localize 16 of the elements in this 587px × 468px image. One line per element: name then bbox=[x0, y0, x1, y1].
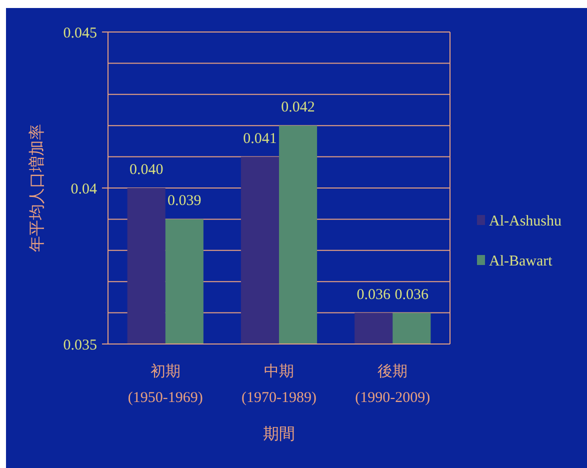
x-axis-title: 期間 bbox=[263, 425, 295, 443]
legend-label: Al-Ashushu bbox=[489, 213, 562, 230]
x-tick-label: 中期 (1970-1989) bbox=[242, 363, 316, 406]
y-axis-title: 年平均人口増加率 bbox=[28, 124, 46, 252]
legend-label: Al-Bawart bbox=[489, 253, 554, 270]
data-label: 0.040 bbox=[129, 162, 164, 178]
x-tick-label: 初期 (1950-1969) bbox=[128, 363, 203, 406]
data-label: 0.036 bbox=[356, 286, 391, 303]
y-tick-label: 0.04 bbox=[70, 181, 98, 198]
data-label: 0.039 bbox=[168, 193, 202, 210]
data-label: 0.036 bbox=[394, 286, 430, 303]
x-tick-label: 後期 (1990-2009) bbox=[355, 363, 430, 406]
data-label: 0.041 bbox=[243, 130, 277, 147]
y-tick-label: 0.035 bbox=[63, 337, 97, 354]
y-tick-label: 0.045 bbox=[63, 25, 97, 42]
data-label: 0.042 bbox=[281, 100, 315, 116]
